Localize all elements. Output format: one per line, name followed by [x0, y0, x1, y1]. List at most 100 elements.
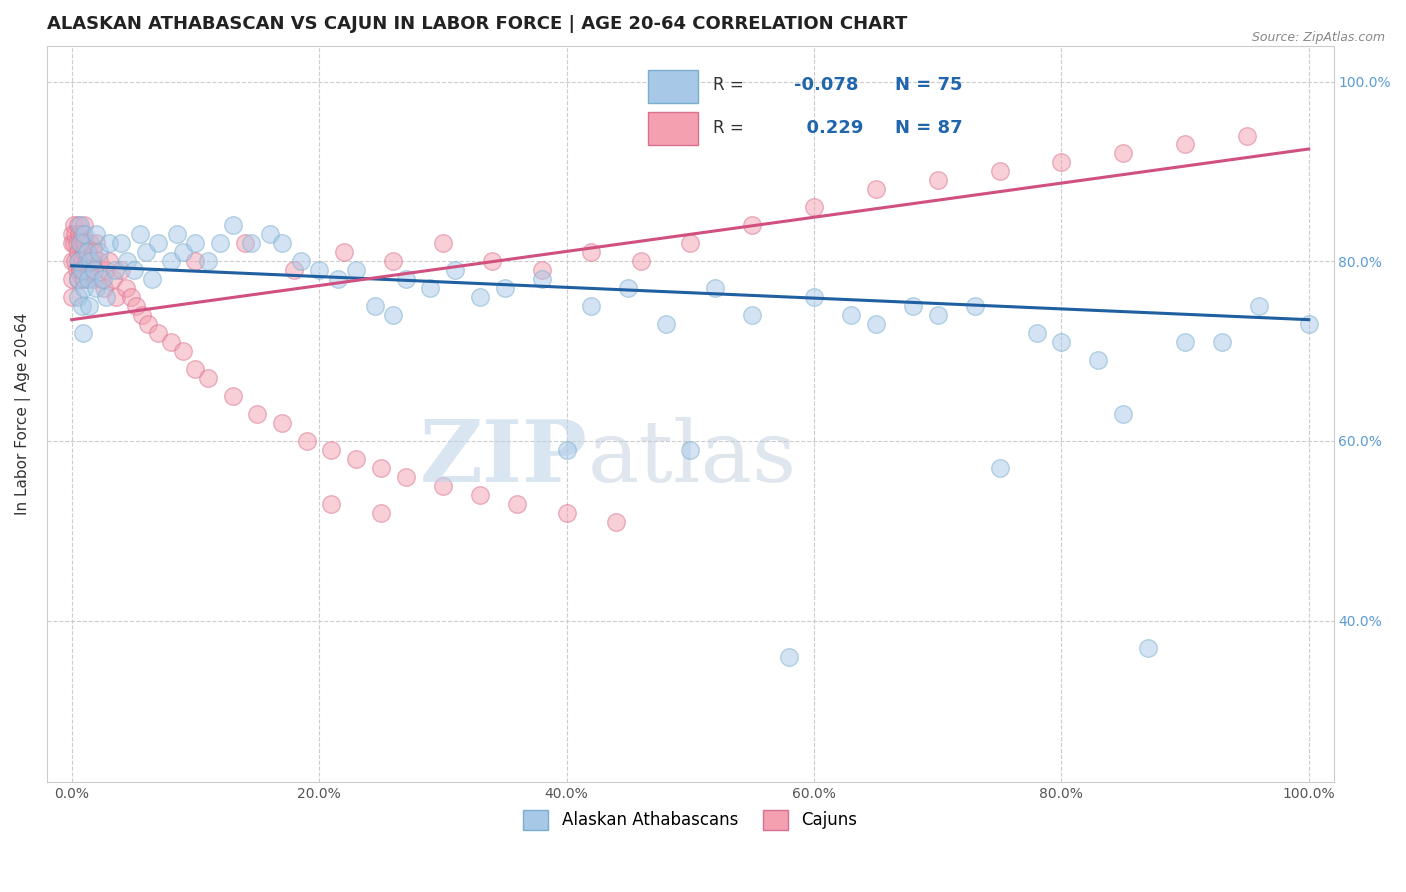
- Point: [321, 442, 343, 457]
- Point: [1174, 335, 1197, 350]
- Point: [104, 263, 127, 277]
- Point: [1174, 137, 1197, 152]
- Point: [333, 245, 356, 260]
- Point: [73, 219, 96, 233]
- Point: [963, 299, 986, 313]
- Point: [741, 308, 763, 322]
- Point: [159, 335, 181, 350]
- Point: [927, 173, 949, 187]
- Point: [865, 182, 887, 196]
- Point: [87, 245, 110, 260]
- Point: [131, 308, 153, 322]
- Point: [66, 236, 89, 251]
- Point: [90, 272, 112, 286]
- Point: [197, 254, 219, 268]
- Point: [344, 263, 367, 277]
- Point: [1249, 299, 1271, 313]
- Point: [364, 299, 387, 313]
- Point: [66, 272, 89, 286]
- Point: [530, 272, 553, 286]
- Point: [865, 317, 887, 331]
- Point: [290, 254, 312, 268]
- Point: [1025, 326, 1047, 340]
- Point: [125, 299, 148, 313]
- Point: [468, 290, 491, 304]
- Point: [76, 245, 98, 260]
- Point: [344, 451, 367, 466]
- Point: [704, 281, 727, 295]
- Point: [172, 344, 194, 359]
- Point: [308, 263, 330, 277]
- Point: [432, 236, 454, 251]
- Point: [1050, 155, 1073, 169]
- Legend: Alaskan Athabascans, Cajuns: Alaskan Athabascans, Cajuns: [516, 803, 863, 837]
- Point: [803, 200, 825, 214]
- Point: [72, 236, 94, 251]
- Point: [122, 263, 145, 277]
- Point: [1112, 407, 1135, 421]
- Point: [75, 236, 97, 251]
- Point: [395, 470, 418, 484]
- Point: [494, 281, 516, 295]
- Point: [555, 442, 578, 457]
- Point: [69, 236, 91, 251]
- Text: ALASKAN ATHABASCAN VS CAJUN IN LABOR FORCE | AGE 20-64 CORRELATION CHART: ALASKAN ATHABASCAN VS CAJUN IN LABOR FOR…: [46, 15, 907, 33]
- Point: [86, 281, 108, 295]
- Text: Source: ZipAtlas.com: Source: ZipAtlas.com: [1251, 31, 1385, 45]
- Point: [80, 254, 103, 268]
- Point: [82, 245, 104, 260]
- Point: [70, 254, 93, 268]
- Point: [93, 281, 115, 295]
- Point: [221, 219, 243, 233]
- Point: [66, 290, 89, 304]
- Point: [76, 254, 98, 268]
- Point: [481, 254, 503, 268]
- Point: [70, 299, 93, 313]
- Point: [581, 299, 603, 313]
- Point: [530, 263, 553, 277]
- Point: [654, 317, 676, 331]
- Point: [184, 362, 207, 376]
- Point: [60, 290, 83, 304]
- Point: [87, 254, 110, 268]
- Point: [86, 227, 108, 242]
- Point: [468, 488, 491, 502]
- Point: [382, 254, 405, 268]
- Point: [77, 263, 100, 277]
- Point: [117, 254, 139, 268]
- Point: [97, 236, 120, 251]
- Point: [60, 254, 83, 268]
- Point: [259, 227, 281, 242]
- Point: [321, 497, 343, 511]
- Point: [105, 290, 128, 304]
- Point: [221, 389, 243, 403]
- Point: [66, 219, 89, 233]
- Point: [83, 263, 105, 277]
- Point: [101, 272, 124, 286]
- Point: [240, 236, 263, 251]
- Point: [1112, 146, 1135, 161]
- Point: [70, 227, 93, 242]
- Point: [66, 254, 89, 268]
- Point: [69, 263, 91, 277]
- Point: [988, 164, 1011, 178]
- Point: [630, 254, 652, 268]
- Point: [66, 245, 89, 260]
- Point: [184, 254, 207, 268]
- Point: [79, 254, 101, 268]
- Point: [76, 272, 98, 286]
- Point: [555, 506, 578, 520]
- Point: [73, 272, 96, 286]
- Point: [1087, 353, 1109, 368]
- Point: [803, 290, 825, 304]
- Point: [97, 254, 120, 268]
- Point: [444, 263, 467, 277]
- Point: [110, 263, 132, 277]
- Point: [166, 227, 188, 242]
- Point: [65, 254, 87, 268]
- Point: [184, 236, 207, 251]
- Point: [72, 272, 94, 286]
- Point: [70, 263, 93, 277]
- Point: [76, 245, 98, 260]
- Point: [419, 281, 441, 295]
